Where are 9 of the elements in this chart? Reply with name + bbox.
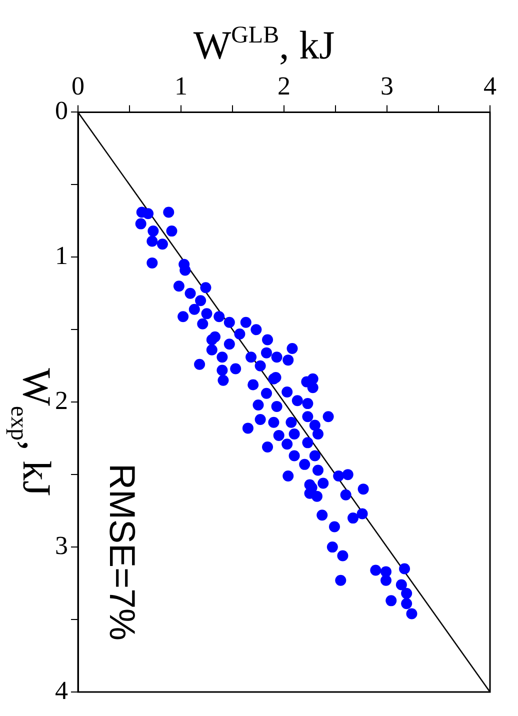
y-tick-label: 1 <box>55 240 68 270</box>
annotation: RMSE=7% <box>102 463 144 641</box>
x-tick-label: 3 <box>380 71 394 100</box>
x-tick-label: 4 <box>484 71 496 100</box>
y-tick-label: 0 <box>55 96 68 126</box>
y-tick-label: 3 <box>55 530 68 560</box>
x-tick-label: 2 <box>278 71 290 100</box>
y-tick-label: 4 <box>55 676 68 705</box>
x-tick-label: 1 <box>174 71 188 100</box>
